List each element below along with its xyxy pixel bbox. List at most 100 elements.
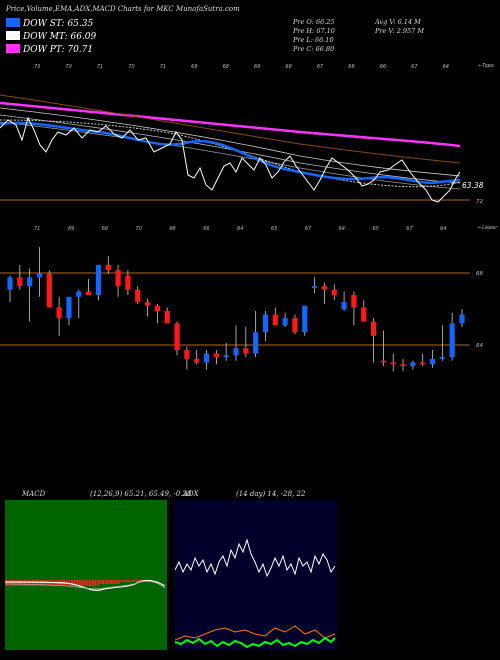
panel2-top-label-9: 64	[339, 226, 345, 232]
candle-body	[253, 332, 259, 354]
candle-body	[213, 353, 219, 358]
panel2-top-label-11: 67	[406, 226, 413, 232]
panel1-top-label-5: 68	[191, 64, 197, 70]
candle-body	[223, 355, 229, 358]
pre-close: Pre C: 66.80	[293, 45, 335, 53]
macd-hist-bar	[45, 580, 47, 586]
panel1-top-label-9: 67	[317, 64, 324, 70]
macd-hist-bar	[94, 580, 97, 586]
macd-hist-bar	[130, 580, 133, 582]
adx-title: ADX	[183, 490, 199, 498]
candle-body	[135, 289, 141, 303]
macd-signal-line	[5, 580, 166, 590]
candle-body	[272, 314, 278, 326]
macd-hist-bar	[39, 580, 42, 586]
pre-open: Pre O: 66.25	[293, 18, 335, 26]
panel1-top-label-11: 66	[380, 64, 386, 70]
legend-swatch-mt	[6, 31, 20, 40]
macd-hist-bar	[21, 580, 24, 586]
macd-hist-bar	[99, 580, 102, 584]
macd-hist-bar	[26, 580, 29, 586]
legend-swatch-st	[6, 18, 20, 27]
macd-hist-bar	[78, 580, 81, 586]
candle-body	[36, 273, 43, 278]
legend-dow-st-label: DOW ST: 65.35	[23, 19, 94, 29]
panel2-top-label-12: 64	[440, 226, 446, 232]
macd-hist-bar	[73, 580, 76, 586]
macd-hist-bar	[13, 580, 16, 586]
candle-body	[174, 323, 180, 351]
macd-hist-bar	[71, 580, 73, 586]
macd-hist-bar	[34, 580, 37, 586]
candle-body	[66, 296, 72, 319]
macd-hist-bar	[11, 580, 13, 586]
macd-hist-bar	[84, 580, 86, 586]
ema-pt-line	[0, 101, 461, 148]
pre-high: Pre H: 67.10	[293, 27, 335, 35]
candle-body	[302, 305, 308, 333]
adx-background	[175, 500, 337, 650]
band-brown-upper	[0, 94, 461, 164]
macd-hist-bar	[110, 580, 112, 584]
panel2-top-label-0: 71	[34, 226, 40, 232]
candle-body	[449, 323, 455, 358]
panel2-top-label-10: 65	[372, 226, 378, 232]
legend-dow-pt: DOW PT: 70.71	[6, 44, 93, 55]
panel1-right-label-2: 72	[476, 199, 483, 205]
macd-background	[5, 500, 167, 650]
macd-hist-bar	[24, 580, 26, 586]
panel1-top-label-0: 73	[34, 64, 40, 70]
candle-body	[7, 277, 13, 290]
panel1-top-label-7: 69	[254, 64, 260, 70]
macd-hist-bar	[6, 580, 8, 586]
panel1-top-label-8: 68	[285, 64, 291, 70]
panel2-top-label-2: 68	[102, 226, 108, 232]
panel2-top-label-7: 65	[271, 226, 277, 232]
macd-line	[5, 579, 166, 591]
candle-body	[125, 275, 131, 290]
candle-body	[459, 314, 465, 324]
panel2-top-label-4: 68	[169, 226, 175, 232]
macd-hist-bar	[136, 580, 138, 582]
candle-body	[361, 307, 367, 322]
panel2-top-label-6: 64	[237, 226, 243, 232]
panel1-top-label-10: 68	[348, 64, 354, 70]
candle-body	[194, 358, 200, 363]
macd-hist-bar	[115, 580, 117, 584]
macd-values: (12,26,9) 65.21, 65.49, -0.28	[90, 490, 192, 498]
panel2-corner-label: ←Lower	[478, 225, 498, 231]
macd-hist-bar	[19, 580, 21, 586]
macd-hist-bar	[138, 580, 141, 582]
adx-green-line	[175, 636, 336, 649]
band-white-2	[0, 114, 461, 184]
pre-low: Pre L: 66.10	[293, 36, 334, 44]
macd-hist-bar	[81, 580, 84, 586]
panel1-top-label-3: 70	[128, 64, 134, 70]
macd-hist-bar	[76, 580, 78, 586]
panel2-top-label-3: 70	[136, 226, 142, 232]
candle-body	[282, 318, 288, 326]
candle-body	[439, 357, 445, 359]
candle-body	[380, 360, 386, 363]
band-white-1	[0, 107, 461, 177]
macd-hist-bar	[107, 580, 110, 584]
panel2-right-label-2: 64	[476, 343, 483, 349]
adx-orange-line	[175, 625, 336, 641]
panel2-top-label-5: 66	[203, 226, 209, 232]
candle-body	[429, 358, 436, 365]
candle-body	[243, 348, 249, 354]
candle-body	[56, 307, 62, 319]
candle-body	[292, 318, 298, 333]
avg-volume: Avg V: 6.14 M	[375, 18, 421, 26]
macd-hist-bar	[37, 580, 39, 586]
macd-hist-bar	[123, 580, 125, 582]
candle-body	[154, 305, 160, 311]
candle-body	[420, 362, 426, 365]
candle-body	[164, 311, 170, 324]
candle-body	[400, 364, 406, 367]
pre-volume: Pre V: 2.957 M	[375, 27, 425, 35]
macd-title: MACD	[22, 490, 46, 498]
candle-body	[410, 362, 416, 367]
candle-body	[203, 353, 210, 363]
panel1-top-label-6: 68	[223, 64, 229, 70]
